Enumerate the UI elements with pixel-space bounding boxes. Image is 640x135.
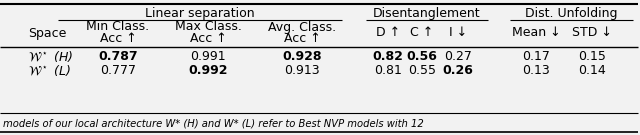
Text: 0.787: 0.787 bbox=[98, 50, 138, 63]
Text: 0.913: 0.913 bbox=[284, 65, 320, 77]
Text: Mean ↓: Mean ↓ bbox=[512, 26, 560, 40]
Text: 0.928: 0.928 bbox=[282, 50, 322, 63]
Text: 0.56: 0.56 bbox=[406, 50, 437, 63]
Text: Avg. Class.: Avg. Class. bbox=[268, 21, 336, 33]
Text: Acc ↑: Acc ↑ bbox=[100, 31, 136, 45]
Text: Space: Space bbox=[28, 26, 67, 40]
Text: Linear separation: Linear separation bbox=[145, 8, 255, 21]
Text: D ↑: D ↑ bbox=[376, 26, 400, 40]
Text: 0.991: 0.991 bbox=[190, 50, 226, 63]
Text: Acc ↑: Acc ↑ bbox=[189, 31, 227, 45]
Text: 0.17: 0.17 bbox=[522, 50, 550, 63]
Text: Max Class.: Max Class. bbox=[175, 21, 241, 33]
Text: 0.992: 0.992 bbox=[188, 65, 228, 77]
Text: 0.13: 0.13 bbox=[522, 65, 550, 77]
Text: Min Class.: Min Class. bbox=[86, 21, 150, 33]
Text: 0.15: 0.15 bbox=[578, 50, 606, 63]
Text: models of our local architecture W* (H) and W* (L) refer to Best NVP models with: models of our local architecture W* (H) … bbox=[3, 119, 424, 129]
Text: 0.81: 0.81 bbox=[374, 65, 402, 77]
Text: $\mathcal{W}^\star$ (H): $\mathcal{W}^\star$ (H) bbox=[28, 48, 73, 63]
Text: Disentanglement: Disentanglement bbox=[373, 8, 481, 21]
Text: 0.26: 0.26 bbox=[443, 65, 474, 77]
Text: 0.777: 0.777 bbox=[100, 65, 136, 77]
Text: 0.82: 0.82 bbox=[372, 50, 403, 63]
Text: C ↑: C ↑ bbox=[410, 26, 434, 40]
Text: Dist. Unfolding: Dist. Unfolding bbox=[525, 8, 617, 21]
Text: 0.55: 0.55 bbox=[408, 65, 436, 77]
Text: 0.27: 0.27 bbox=[444, 50, 472, 63]
Text: I ↓: I ↓ bbox=[449, 26, 467, 40]
Text: $\mathcal{W}^\star$ (L): $\mathcal{W}^\star$ (L) bbox=[28, 63, 71, 78]
Text: STD ↓: STD ↓ bbox=[572, 26, 612, 40]
Text: Acc ↑: Acc ↑ bbox=[284, 31, 321, 45]
Text: 0.14: 0.14 bbox=[578, 65, 606, 77]
